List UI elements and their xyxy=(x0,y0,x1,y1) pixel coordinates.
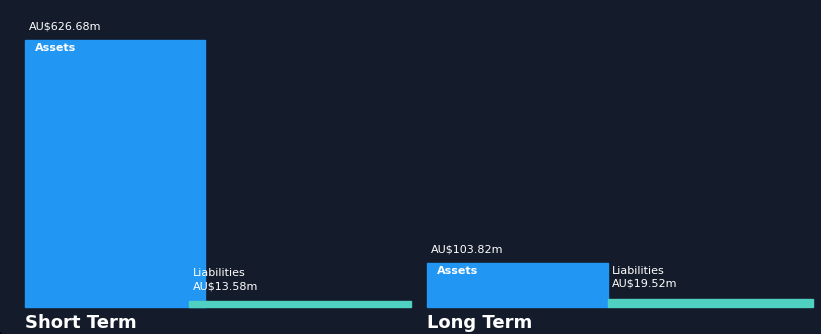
Text: AU$626.68m: AU$626.68m xyxy=(29,22,101,32)
FancyArrow shape xyxy=(0,333,2,334)
Bar xyxy=(608,299,813,307)
Text: Assets: Assets xyxy=(34,43,76,53)
Text: Liabilities: Liabilities xyxy=(612,266,664,276)
Text: Long Term: Long Term xyxy=(427,314,532,332)
Bar xyxy=(189,302,410,307)
Text: AU$13.58m: AU$13.58m xyxy=(193,282,259,292)
Text: AU$103.82m: AU$103.82m xyxy=(431,245,503,255)
Text: AU$19.52m: AU$19.52m xyxy=(612,279,677,289)
Text: Liabilities: Liabilities xyxy=(193,268,245,278)
Bar xyxy=(427,263,608,307)
Text: Short Term: Short Term xyxy=(25,314,136,332)
Bar xyxy=(25,40,205,307)
Text: Assets: Assets xyxy=(437,266,478,276)
